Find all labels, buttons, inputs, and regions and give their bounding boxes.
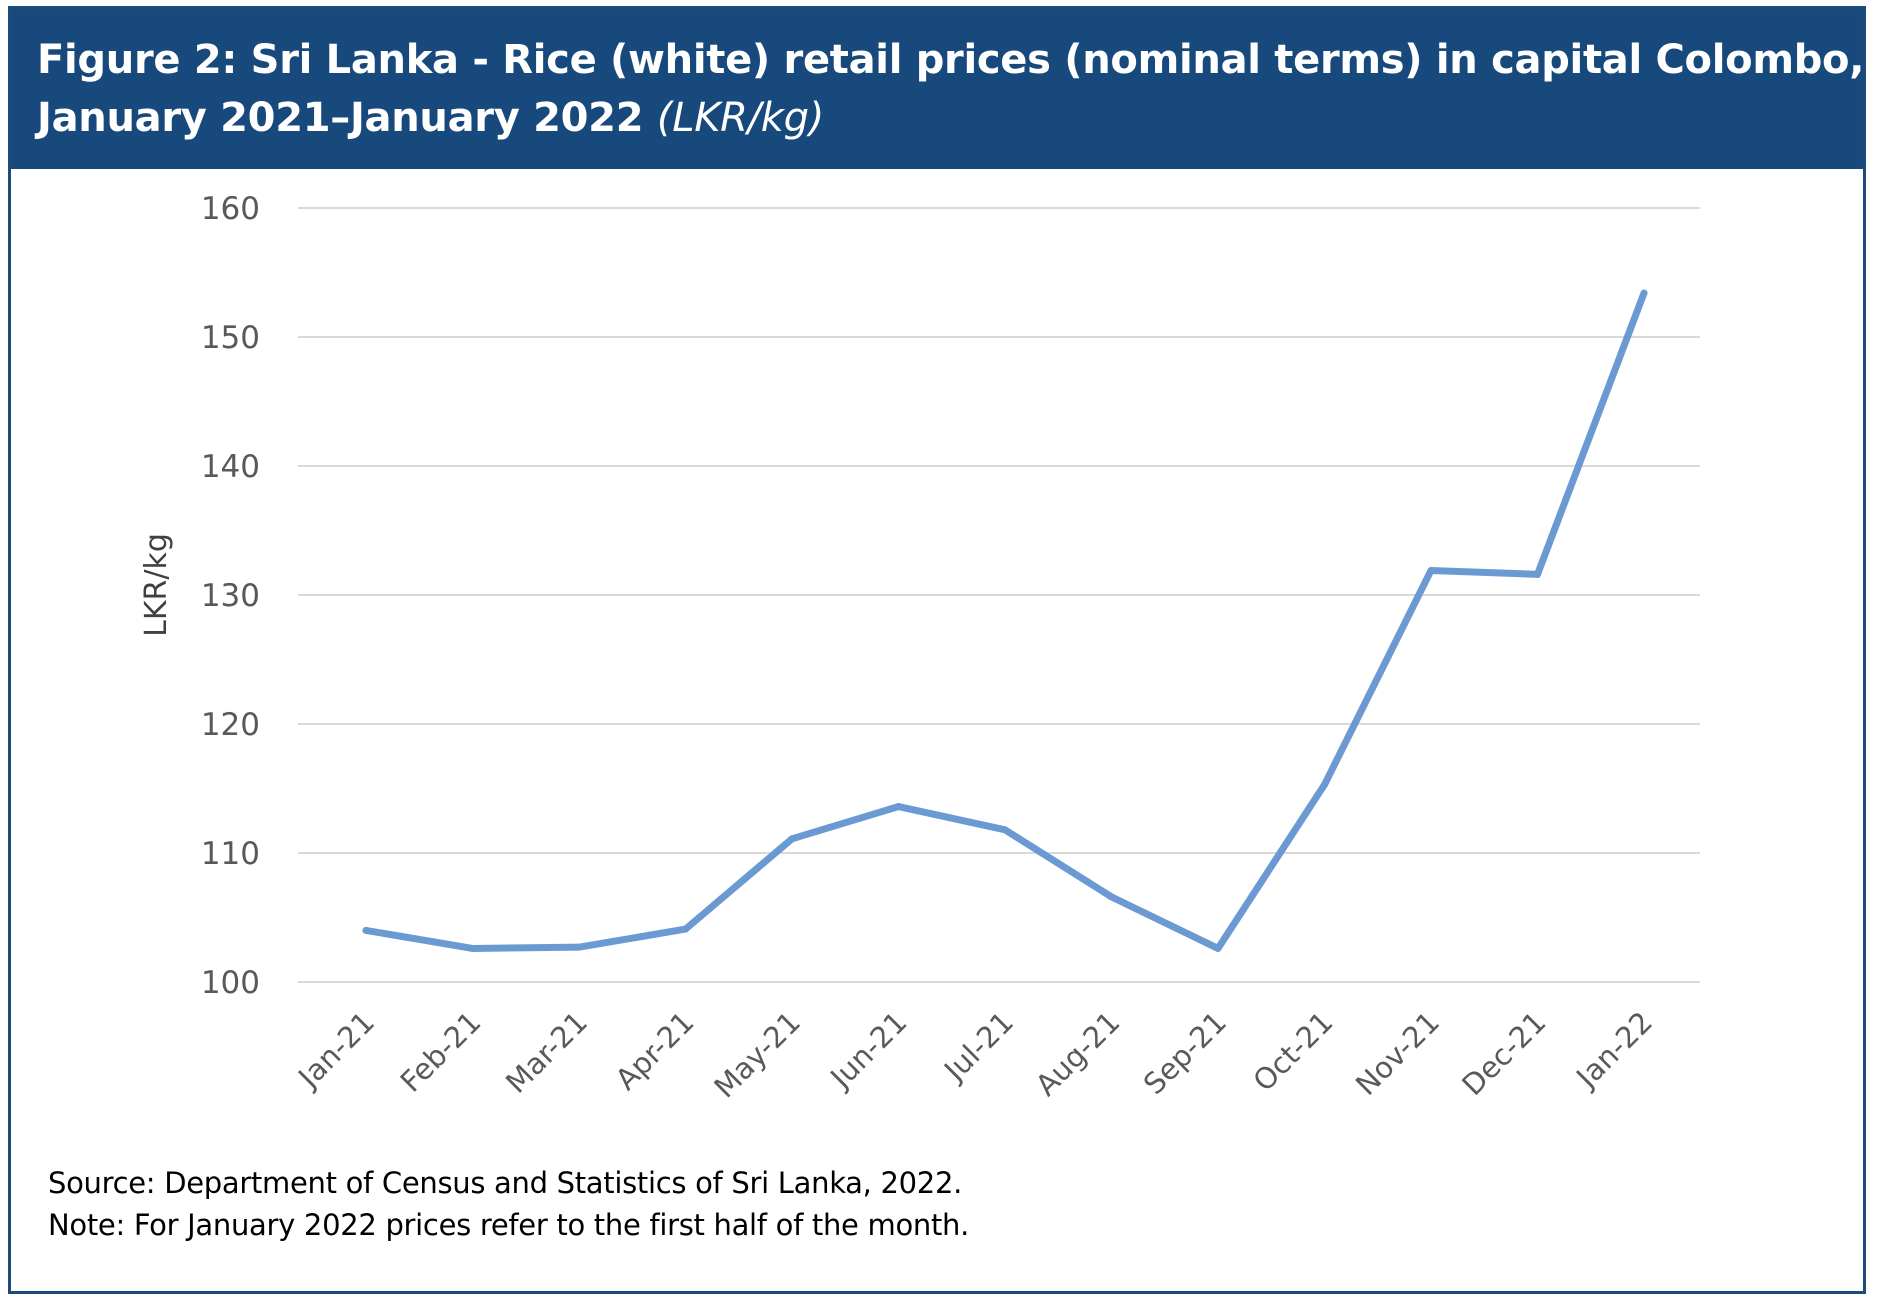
y-axis-label: LKR/kg	[139, 533, 174, 637]
data-point	[1534, 570, 1541, 578]
data-point	[895, 803, 902, 811]
x-axis-ticks: Jan-21 Feb-21 Mar-21 Apr-21 May-21 Jun-21 Jul-…	[290, 1005, 1659, 1105]
x-tick-label: Oct-21	[1246, 1005, 1339, 1098]
data-point	[362, 926, 370, 934]
y-tick-label: 130	[201, 578, 260, 614]
y-tick-label: 140	[201, 449, 260, 485]
figure-title-line-2: January 2021–January 2022 (LKR/kg)	[37, 89, 1837, 147]
x-tick-label: Mar-21	[499, 1005, 594, 1100]
y-axis-ticks: 100 110 120 130 140 150 160	[201, 191, 260, 1001]
x-tick-label: May-21	[707, 1005, 807, 1105]
y-tick-label: 120	[201, 707, 260, 743]
y-tick-label: 160	[201, 191, 260, 227]
data-point	[469, 944, 476, 952]
data-point	[1001, 826, 1009, 834]
x-tick-label: Dec-21	[1455, 1005, 1552, 1102]
data-point	[682, 925, 689, 933]
figure-title-unit: (LKR/kg)	[656, 95, 825, 141]
x-tick-label: Feb-21	[394, 1005, 488, 1099]
x-tick-label: Aug-21	[1029, 1005, 1127, 1103]
data-point	[788, 835, 796, 843]
data-point	[1321, 781, 1328, 789]
data-point	[1108, 893, 1115, 901]
data-point	[1640, 289, 1648, 297]
y-tick-label: 100	[201, 965, 260, 1001]
figure-header: Figure 2: Sri Lanka - Rice (white) retai…	[11, 9, 1865, 169]
x-tick-label: Sep-21	[1137, 1005, 1233, 1101]
x-tick-label: Nov-21	[1349, 1005, 1446, 1102]
figure-frame: Figure 2: Sri Lanka - Rice (white) retai…	[8, 6, 1866, 1294]
x-tick-label: Jan-22	[1568, 1005, 1659, 1096]
data-point	[1427, 566, 1435, 574]
gridlines	[298, 207, 1700, 983]
figure-title-line-1: Figure 2: Sri Lanka - Rice (white) retai…	[37, 37, 1865, 83]
x-tick-label: Jul-21	[936, 1005, 1020, 1089]
footnote: Note: For January 2022 prices refer to t…	[48, 1208, 970, 1242]
x-tick-label: Jun-21	[822, 1005, 913, 1096]
source-note: Source: Department of Census and Statist…	[48, 1166, 963, 1200]
figure-footer: Source: Department of Census and Statist…	[48, 1162, 969, 1246]
x-tick-label: Jan-21	[290, 1005, 381, 1096]
data-point	[1214, 944, 1222, 952]
series-line	[362, 289, 1648, 952]
y-tick-label: 150	[201, 320, 260, 356]
series-layer	[362, 289, 1648, 952]
figure-title-period: January 2021–January 2022	[37, 95, 644, 141]
data-point	[575, 943, 583, 951]
x-tick-label: Apr-21	[609, 1005, 701, 1097]
y-tick-label: 110	[201, 836, 260, 872]
